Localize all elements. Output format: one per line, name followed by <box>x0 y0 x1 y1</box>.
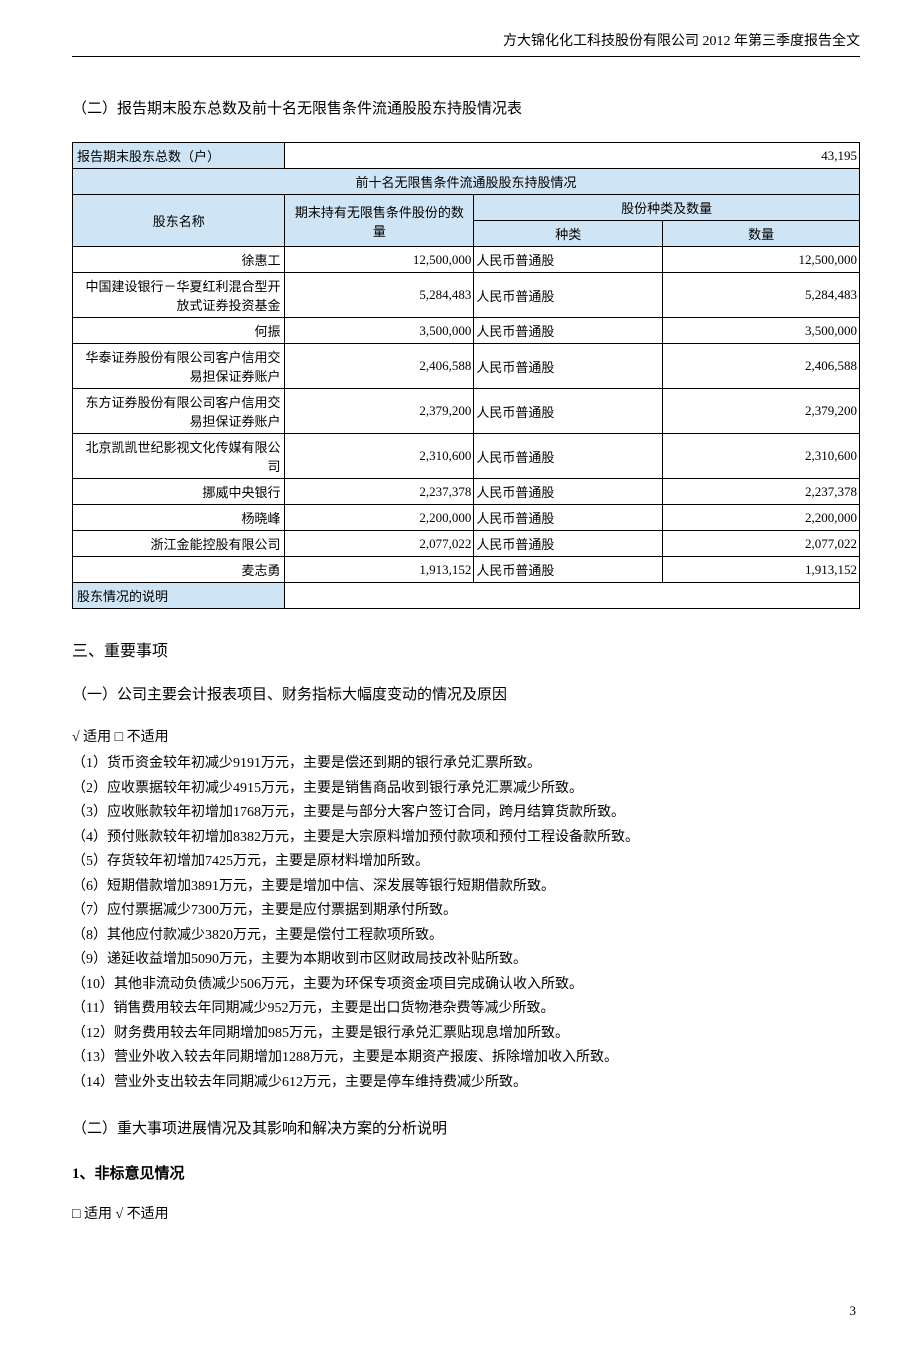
table-row: 浙江金能控股有限公司2,077,022人民币普通股2,077,022 <box>73 531 860 557</box>
share-amount-cell: 2,200,000 <box>663 505 860 531</box>
page-header: 方大锦化化工科技股份有限公司 2012 年第三季度报告全文 <box>72 30 860 57</box>
body-text-line: （9）递延收益增加5090万元，主要为本期收到市区财政局技改补贴所致。 <box>72 948 860 973</box>
section-2-title: （二）报告期末股东总数及前十名无限售条件流通股股东持股情况表 <box>72 97 860 118</box>
body-text-line: （6）短期借款增加3891万元，主要是增加中信、深发展等银行短期借款所致。 <box>72 875 860 900</box>
shareholder-name-cell: 浙江金能控股有限公司 <box>73 531 285 557</box>
body-text-line: （2）应收票据较年初减少4915万元，主要是销售商品收到银行承兑汇票减少所致。 <box>72 777 860 802</box>
share-amount-cell: 2,077,022 <box>663 531 860 557</box>
share-type-cell: 人民币普通股 <box>474 389 663 434</box>
shares-qty-cell: 1,913,152 <box>285 557 474 583</box>
table-row: 北京凯凯世纪影视文化传媒有限公司2,310,600人民币普通股2,310,600 <box>73 434 860 479</box>
shareholder-name-cell: 中国建设银行－华夏红利混合型开放式证券投资基金 <box>73 273 285 318</box>
body-text-line: （8）其他应付款减少3820万元，主要是偿付工程款项所致。 <box>72 924 860 949</box>
share-amount-cell: 3,500,000 <box>663 318 860 344</box>
item-1-title: 1、非标意见情况 <box>72 1162 860 1183</box>
applicable-check-1: √ 适用 □ 不适用 <box>72 726 860 746</box>
col-typeqty-header: 股份种类及数量 <box>474 195 860 221</box>
section-3-2-title: （二）重大事项进展情况及其影响和解决方案的分析说明 <box>72 1117 860 1138</box>
share-amount-cell: 12,500,000 <box>663 247 860 273</box>
body-text-line: （11）销售费用较去年同期减少952万元，主要是出口货物港杂费等减少所致。 <box>72 997 860 1022</box>
table-row: 中国建设银行－华夏红利混合型开放式证券投资基金5,284,483人民币普通股5,… <box>73 273 860 318</box>
shareholder-name-cell: 华泰证券股份有限公司客户信用交易担保证券账户 <box>73 344 285 389</box>
col-type-header: 种类 <box>474 221 663 247</box>
share-type-cell: 人民币普通股 <box>474 505 663 531</box>
shareholder-table: 报告期末股东总数（户） 43,195 前十名无限售条件流通股股东持股情况 股东名… <box>72 142 860 609</box>
note-value-cell <box>285 583 860 609</box>
table-row: 挪威中央银行2,237,378人民币普通股2,237,378 <box>73 479 860 505</box>
share-type-cell: 人民币普通股 <box>474 247 663 273</box>
shareholder-name-cell: 麦志勇 <box>73 557 285 583</box>
col-qty-header: 期末持有无限售条件股份的数量 <box>285 195 474 247</box>
shareholder-name-cell: 徐惠工 <box>73 247 285 273</box>
shares-qty-cell: 2,077,022 <box>285 531 474 557</box>
section-3-title: 三、重要事项 <box>72 637 860 661</box>
body-lines-container: （1）货币资金较年初减少9191万元，主要是偿还到期的银行承兑汇票所致。（2）应… <box>72 752 860 1095</box>
body-text-line: （3）应收账款较年初增加1768万元，主要是与部分大客户签订合同，跨月结算货款所… <box>72 801 860 826</box>
share-amount-cell: 2,406,588 <box>663 344 860 389</box>
body-text-line: （14）营业外支出较去年同期减少612万元，主要是停车维持费减少所致。 <box>72 1071 860 1096</box>
share-amount-cell: 2,310,600 <box>663 434 860 479</box>
share-amount-cell: 2,237,378 <box>663 479 860 505</box>
shares-qty-cell: 2,237,378 <box>285 479 474 505</box>
share-amount-cell: 5,284,483 <box>663 273 860 318</box>
table-row: 华泰证券股份有限公司客户信用交易担保证券账户2,406,588人民币普通股2,4… <box>73 344 860 389</box>
shareholder-name-cell: 杨晓峰 <box>73 505 285 531</box>
col-name-header: 股东名称 <box>73 195 285 247</box>
body-text-line: （4）预付账款较年初增加8382万元，主要是大宗原料增加预付款项和预付工程设备款… <box>72 826 860 851</box>
share-type-cell: 人民币普通股 <box>474 531 663 557</box>
share-amount-cell: 1,913,152 <box>663 557 860 583</box>
page-number: 3 <box>72 1303 860 1319</box>
shares-qty-cell: 3,500,000 <box>285 318 474 344</box>
shares-qty-cell: 2,406,588 <box>285 344 474 389</box>
note-label-cell: 股东情况的说明 <box>73 583 285 609</box>
share-amount-cell: 2,379,200 <box>663 389 860 434</box>
table-row: 麦志勇1,913,152人民币普通股1,913,152 <box>73 557 860 583</box>
shares-qty-cell: 2,310,600 <box>285 434 474 479</box>
shareholder-name-cell: 东方证券股份有限公司客户信用交易担保证券账户 <box>73 389 285 434</box>
body-text-line: （10）其他非流动负债减少506万元，主要为环保专项资金项目完成确认收入所致。 <box>72 973 860 998</box>
applicable-check-2: □ 适用 √ 不适用 <box>72 1203 860 1223</box>
col-amount-header: 数量 <box>663 221 860 247</box>
shareholder-name-cell: 何振 <box>73 318 285 344</box>
table-row: 东方证券股份有限公司客户信用交易担保证券账户2,379,200人民币普通股2,3… <box>73 389 860 434</box>
table-row: 徐惠工12,500,000人民币普通股12,500,000 <box>73 247 860 273</box>
section-3-1-title: （一）公司主要会计报表项目、财务指标大幅度变动的情况及原因 <box>72 683 860 704</box>
shares-qty-cell: 5,284,483 <box>285 273 474 318</box>
share-type-cell: 人民币普通股 <box>474 344 663 389</box>
shareholder-name-cell: 北京凯凯世纪影视文化传媒有限公司 <box>73 434 285 479</box>
share-type-cell: 人民币普通股 <box>474 273 663 318</box>
body-text-line: （12）财务费用较去年同期增加985万元，主要是银行承兑汇票贴现息增加所致。 <box>72 1022 860 1047</box>
total-label-cell: 报告期末股东总数（户） <box>73 143 285 169</box>
shares-qty-cell: 2,379,200 <box>285 389 474 434</box>
share-type-cell: 人民币普通股 <box>474 434 663 479</box>
document-page: 方大锦化化工科技股份有限公司 2012 年第三季度报告全文 （二）报告期末股东总… <box>0 0 920 1349</box>
body-text-line: （1）货币资金较年初减少9191万元，主要是偿还到期的银行承兑汇票所致。 <box>72 752 860 777</box>
shareholder-name-cell: 挪威中央银行 <box>73 479 285 505</box>
shares-qty-cell: 12,500,000 <box>285 247 474 273</box>
top10-header-cell: 前十名无限售条件流通股股东持股情况 <box>73 169 860 195</box>
share-type-cell: 人民币普通股 <box>474 479 663 505</box>
shares-qty-cell: 2,200,000 <box>285 505 474 531</box>
share-type-cell: 人民币普通股 <box>474 557 663 583</box>
body-text-line: （7）应付票据减少7300万元，主要是应付票据到期承付所致。 <box>72 899 860 924</box>
table-row: 何振3,500,000人民币普通股3,500,000 <box>73 318 860 344</box>
share-type-cell: 人民币普通股 <box>474 318 663 344</box>
table-row: 杨晓峰2,200,000人民币普通股2,200,000 <box>73 505 860 531</box>
body-text-line: （5）存货较年初增加7425万元，主要是原材料增加所致。 <box>72 850 860 875</box>
total-value-cell: 43,195 <box>285 143 860 169</box>
body-text-line: （13）营业外收入较去年同期增加1288万元，主要是本期资产报废、拆除增加收入所… <box>72 1046 860 1071</box>
